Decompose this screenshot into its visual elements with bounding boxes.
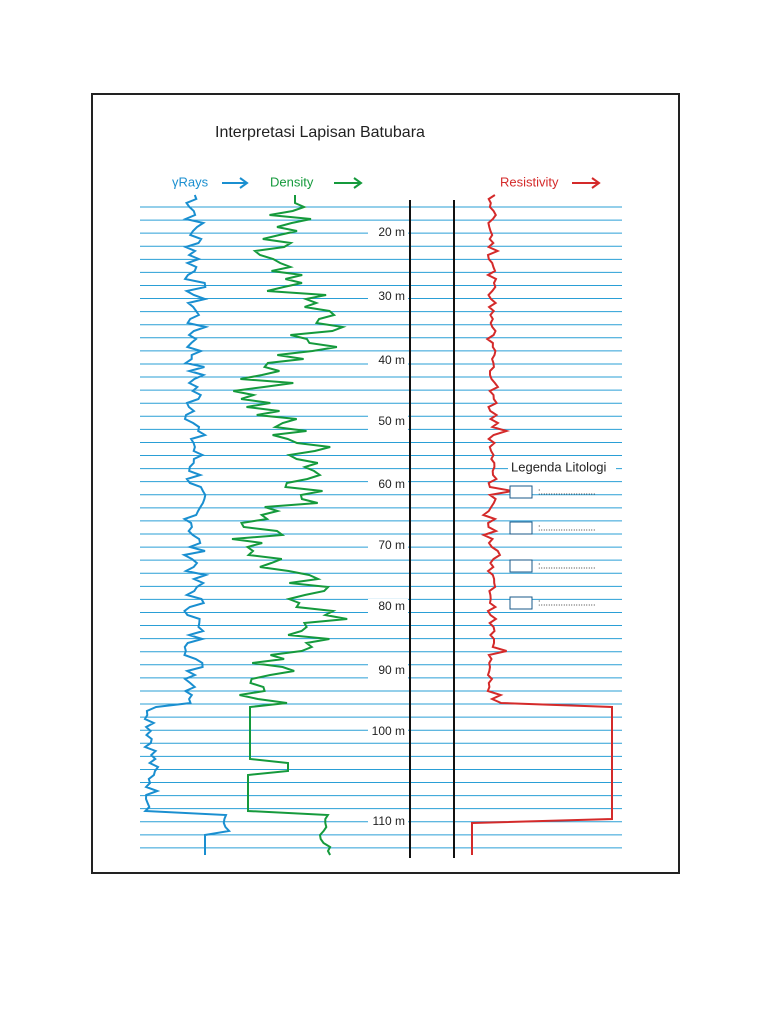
legend-item: :......................	[538, 597, 596, 607]
legend-swatch	[509, 521, 533, 535]
arrow	[334, 177, 363, 189]
label-bg	[368, 414, 408, 430]
legend-swatch	[509, 559, 533, 573]
legend: :......................:................…	[509, 485, 596, 610]
label-bg	[368, 724, 408, 740]
title: Interpretasi Lapisan Batubara	[215, 124, 425, 141]
label-bg	[368, 663, 408, 679]
legend-item: :......................	[538, 522, 596, 532]
legend-swatch	[509, 596, 533, 610]
arrow	[222, 177, 249, 189]
label-bg	[368, 289, 408, 305]
label-bg	[368, 814, 408, 830]
label-bg	[368, 353, 408, 369]
log-curve	[471, 194, 613, 855]
gamma-header: γRays	[172, 174, 209, 189]
label-bg	[368, 538, 408, 554]
depth-label: 80 m	[378, 599, 405, 613]
depth-label: 20 m	[378, 225, 405, 239]
depth-label: 70 m	[378, 538, 405, 552]
legend-swatch	[509, 485, 533, 499]
density-header: Density	[270, 174, 314, 189]
depth-label: 110 m	[373, 814, 405, 828]
depth-label: 60 m	[378, 477, 405, 491]
legend-item: :......................	[538, 486, 596, 496]
arrow	[572, 177, 601, 189]
depth-grid	[140, 206, 622, 849]
legend-item: :......................	[538, 560, 596, 570]
log-curve	[142, 194, 232, 855]
log-curves	[142, 194, 613, 856]
depth-label: 90 m	[378, 663, 405, 677]
legend-title: Legenda Litologi	[511, 459, 607, 474]
label-bg	[368, 599, 408, 615]
depth-label: 50 m	[378, 414, 405, 428]
label-bg	[368, 225, 408, 241]
depth-label: 100 m	[372, 724, 405, 738]
log-curve	[231, 195, 348, 856]
depth-labels: 20 m 30 m 40 m 50 m 60 m 70 m 80 m 90 m 100 m 110…	[368, 225, 408, 830]
legend-bg	[508, 460, 616, 476]
label-bg	[368, 477, 408, 493]
resistivity-header: Resistivity	[500, 174, 559, 189]
depth-label: 30 m	[378, 289, 405, 303]
depth-label: 40 m	[378, 353, 405, 367]
